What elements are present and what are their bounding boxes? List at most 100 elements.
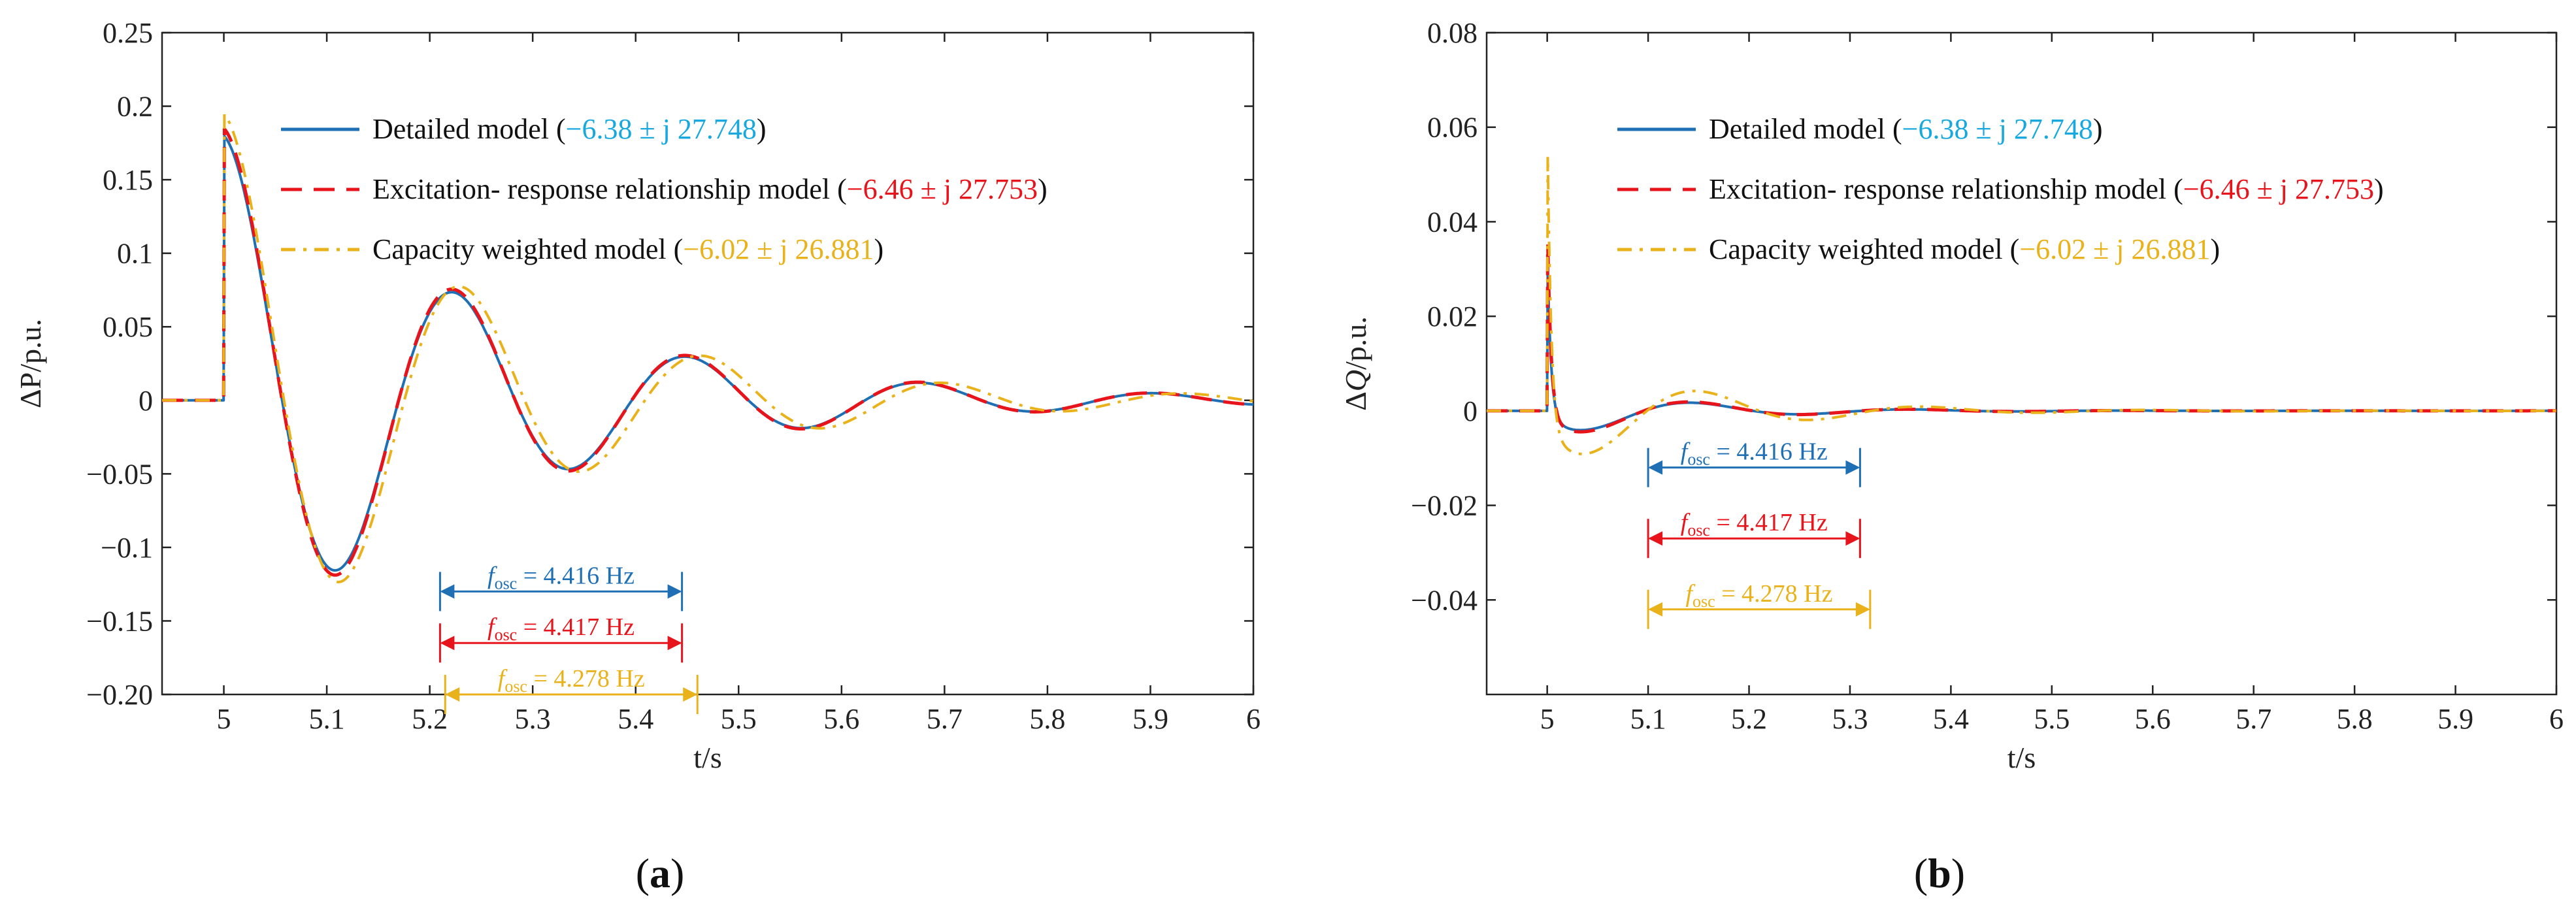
y-tick-label: 0.2 (117, 91, 153, 123)
x-tick-label: 5.2 (1731, 703, 1767, 735)
legend-entry: Capacity weighted model (−6.02 ± j 26.88… (372, 233, 883, 265)
annotation-arrowhead-left (440, 636, 455, 651)
y-tick-label: 0.05 (103, 311, 153, 343)
annotation-value: 4.416 Hz (1736, 438, 1827, 466)
x-axis-label: t/s (693, 741, 721, 774)
annotation-arrowhead-right (1845, 531, 1860, 546)
legend-eigenvalue: −6.02 ± j 26.881 (2019, 233, 2210, 265)
x-tick-label: 5.1 (309, 703, 345, 735)
legend-eigenvalue: −6.46 ± j 27.753 (847, 173, 1038, 205)
y-tick-label: −0.15 (86, 605, 153, 637)
y-tick-label: 0.1 (117, 238, 153, 270)
annotation-label: fosc = 4.278 Hz (498, 665, 645, 696)
legend-paren-close: ) (1038, 173, 1048, 205)
series-group (162, 112, 1253, 583)
y-tick-label: 0 (1463, 395, 1478, 427)
series-line-capacity (162, 112, 1253, 583)
y-label-unit: /p.u. (1339, 316, 1372, 370)
annotation-arrowhead-left (440, 584, 455, 599)
panel-letter: b (1928, 850, 1951, 896)
y-label-delta: Δ (1339, 391, 1372, 411)
legend-entry: Capacity weighted model (−6.02 ± j 26.88… (1709, 233, 2220, 265)
y-label-unit: /p.u. (14, 319, 47, 372)
legend-name: Detailed model (372, 113, 549, 145)
x-tick-label: 5.9 (2437, 703, 2473, 735)
legend-paren-open: ( (2003, 233, 2020, 265)
y-tick-label: −0.20 (86, 679, 153, 711)
annotation-arrowhead-right (1855, 602, 1870, 617)
series-line-detailed (1487, 270, 2556, 432)
legend-name: Detailed model (1709, 113, 1885, 145)
x-tick-label: 5.4 (1933, 703, 1969, 735)
y-tick-label: −0.04 (1411, 584, 1478, 616)
annotation-eq: = (527, 665, 553, 692)
y-tick-label: 0.02 (1427, 301, 1478, 333)
x-tick-label: 5.5 (721, 703, 757, 735)
y-tick-label: 0.25 (103, 17, 153, 49)
y-axis-label: ΔP/p.u. (14, 319, 47, 408)
legend-entry: Detailed model (−6.38 ± j 27.748) (372, 113, 767, 145)
x-tick-label: 5.3 (515, 703, 551, 735)
x-tick-label: 5.4 (618, 703, 653, 735)
y-tick-label: −0.05 (86, 458, 153, 490)
legend-paren-close: ) (2374, 173, 2384, 205)
x-axis-label: t/s (2007, 741, 2036, 774)
x-tick-label: 5 (217, 703, 231, 735)
annotation-eq: = (517, 562, 543, 589)
legend-paren-close: ) (874, 233, 884, 265)
annotation-value: 4.417 Hz (1736, 509, 1827, 536)
y-tick-label: 0.08 (1427, 17, 1478, 49)
chart-panel-b: 5 5.1 5.2 5.3 5.4 5.5 5.6 5.7 5.8 5.9 6 0.08 0.06 0.0… (1339, 17, 2564, 896)
x-tick-label: 5.2 (412, 703, 448, 735)
annotation-value: 4.417 Hz (544, 613, 635, 641)
y-tick-label: 0.06 (1427, 112, 1478, 144)
x-tick-label: 5.1 (1630, 703, 1666, 735)
annotation-arrowhead-right (667, 636, 682, 651)
annotation-arrowhead-right (683, 687, 698, 702)
annotation-sub: osc (1687, 450, 1710, 469)
plot-frame (161, 31, 1255, 696)
y-tick-label: 0.15 (103, 164, 153, 196)
series-line-capacity (1487, 155, 2556, 455)
annotation-eq: = (517, 613, 543, 641)
annotation-arrowhead-left (1648, 531, 1663, 546)
legend-eigenvalue: −6.02 ± j 26.881 (683, 233, 874, 265)
annotation-arrowhead-left (1648, 460, 1663, 475)
panel-paren-close: ) (670, 850, 684, 896)
panel-letter: a (650, 850, 670, 896)
y-tick-label: −0.1 (101, 532, 153, 564)
x-tick-label: 5.7 (2236, 703, 2271, 735)
annotation-sub: osc (1693, 592, 1715, 611)
annotation-sub: osc (495, 574, 518, 593)
annotation-arrowhead-right (667, 584, 682, 599)
panel-label: (a) (636, 850, 685, 896)
x-tick-label: 5.6 (2135, 703, 2171, 735)
series-group (1487, 155, 2556, 455)
annotation-label: fosc = 4.416 Hz (1681, 438, 1828, 469)
legend-eigenvalue: −6.38 ± j 27.748 (566, 113, 757, 145)
series-line-excitation (162, 127, 1253, 577)
legend-name: Capacity weighted model (372, 233, 667, 265)
legend-paren-close: ) (757, 113, 767, 145)
legend-entry: Excitation- response relationship model … (1709, 173, 2384, 205)
legend-paren-open: ( (830, 173, 847, 205)
x-tick-label: 6 (2549, 703, 2564, 735)
annotation-label: fosc = 4.417 Hz (1681, 509, 1828, 540)
legend-paren-open: ( (667, 233, 684, 265)
y-tick-label: 0 (139, 385, 153, 417)
annotation-eq: = (1710, 509, 1736, 536)
annotation-arrowhead-left (1648, 602, 1663, 617)
legend-paren-close: ) (2211, 233, 2221, 265)
annotation-value: 4.278 Hz (1742, 580, 1832, 608)
annotation-sub: osc (495, 625, 518, 644)
legend-eigenvalue: −6.46 ± j 27.753 (2183, 173, 2374, 205)
legend-paren-open: ( (2166, 173, 2183, 205)
x-tick-label: 5.8 (2337, 703, 2373, 735)
legend-name: Excitation- response relationship model (1709, 173, 2166, 205)
annotation-label: fosc = 4.417 Hz (487, 613, 635, 644)
panel-paren-close: ) (1951, 850, 1965, 896)
x-tick-label: 5.3 (1832, 703, 1868, 735)
y-label-delta: Δ (14, 389, 47, 408)
annotation-value: 4.416 Hz (544, 562, 635, 589)
